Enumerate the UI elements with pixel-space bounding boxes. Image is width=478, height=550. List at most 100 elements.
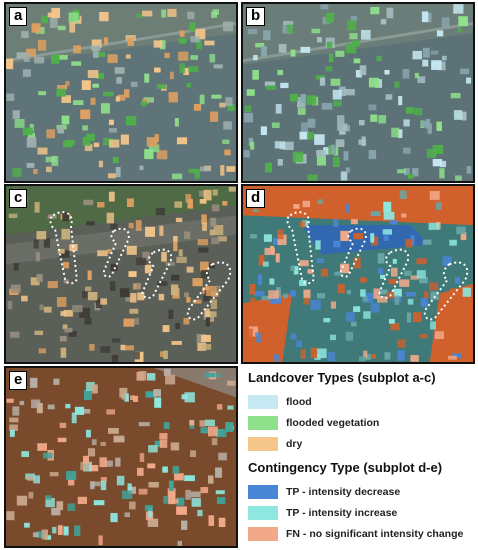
imagery-patch xyxy=(92,481,101,487)
imagery-patch xyxy=(124,393,129,402)
imagery-patch xyxy=(110,223,118,230)
imagery-patch xyxy=(299,221,306,228)
imagery-patch xyxy=(100,346,111,353)
imagery-patch xyxy=(438,61,446,71)
imagery-patch xyxy=(8,213,18,218)
imagery-patch xyxy=(311,28,321,34)
imagery-patch xyxy=(98,535,103,546)
imagery-patch xyxy=(201,343,212,350)
imagery-patch xyxy=(207,311,217,318)
imagery-patch xyxy=(198,190,207,197)
flooded-vegetation-swatch xyxy=(248,415,278,430)
imagery-patch xyxy=(461,111,467,121)
panel-label-a: a xyxy=(9,7,28,26)
imagery-patch xyxy=(119,288,130,298)
imagery-patch xyxy=(43,306,52,313)
imagery-patch xyxy=(290,265,295,271)
imagery-patch xyxy=(39,304,44,311)
panel-label-c: c xyxy=(9,189,28,208)
imagery-patch xyxy=(456,226,466,235)
imagery-patch xyxy=(337,115,345,124)
imagery-patch xyxy=(224,149,231,156)
imagery-patch xyxy=(184,231,191,239)
imagery-patch xyxy=(61,228,71,240)
imagery-patch xyxy=(439,160,447,168)
imagery-patch xyxy=(466,77,472,84)
imagery-patch xyxy=(168,480,174,491)
imagery-patch xyxy=(222,139,230,145)
imagery-patch xyxy=(271,122,280,128)
imagery-patch xyxy=(81,290,88,299)
imagery-patch xyxy=(34,330,44,336)
imagery-patch xyxy=(466,166,472,174)
imagery-patch xyxy=(333,219,339,227)
imagery-patch xyxy=(450,92,461,99)
imagery-patch xyxy=(428,282,439,291)
imagery-patch xyxy=(16,495,28,506)
imagery-patch xyxy=(9,417,19,423)
imagery-patch xyxy=(174,201,183,208)
imagery-patch xyxy=(306,95,317,105)
imagery-patch xyxy=(170,284,179,296)
imagery-patch xyxy=(119,387,128,398)
imagery-patch xyxy=(358,356,366,362)
imagery-patch xyxy=(330,334,337,341)
imagery-patch xyxy=(429,191,440,200)
imagery-patch xyxy=(173,236,178,242)
imagery-patch xyxy=(153,40,163,48)
imagery-patch xyxy=(112,156,119,164)
imagery-patch xyxy=(442,256,452,266)
imagery-patch xyxy=(63,309,73,317)
imagery-patch xyxy=(390,323,400,331)
imagery-patch xyxy=(412,50,422,60)
legend-label: flooded vegetation xyxy=(286,416,380,429)
imagery-patch xyxy=(108,191,115,202)
imagery-patch xyxy=(315,75,325,80)
imagery-patch xyxy=(24,522,30,528)
imagery-patch xyxy=(213,429,224,436)
imagery-patch xyxy=(407,174,414,179)
imagery-patch xyxy=(80,408,91,414)
imagery-patch xyxy=(403,147,411,154)
imagery-patch xyxy=(390,267,398,277)
imagery-patch xyxy=(103,37,109,45)
imagery-patch xyxy=(212,189,218,196)
imagery-patch xyxy=(293,204,300,209)
imagery-patch xyxy=(177,540,183,546)
imagery-patch xyxy=(211,11,218,18)
imagery-patch xyxy=(200,427,210,434)
imagery-patch xyxy=(61,115,70,125)
legend-item-dry: dry xyxy=(248,433,476,454)
imagery-patch xyxy=(353,233,364,240)
imagery-patch xyxy=(368,104,377,111)
imagery-patch xyxy=(162,466,168,473)
imagery-patch xyxy=(28,491,34,499)
map-panel-c: c xyxy=(4,184,238,364)
imagery-patch xyxy=(196,39,202,50)
imagery-patch xyxy=(243,150,250,158)
imagery-patch xyxy=(176,506,187,515)
imagery-patch xyxy=(358,119,365,126)
imagery-patch xyxy=(175,217,183,223)
imagery-patch xyxy=(126,198,134,208)
imagery-patch xyxy=(439,168,445,179)
imagery-patch xyxy=(384,352,391,360)
legend-item-flood: flood xyxy=(248,391,476,412)
imagery-patch xyxy=(161,9,167,18)
imagery-patch xyxy=(178,51,189,61)
imagery-patch xyxy=(159,351,165,357)
imagery-patch xyxy=(457,27,463,33)
imagery-patch xyxy=(168,309,174,320)
imagery-patch xyxy=(211,237,220,245)
imagery-patch xyxy=(116,475,125,486)
imagery-patch xyxy=(157,281,168,286)
imagery-patch xyxy=(41,529,48,540)
imagery-patch xyxy=(388,318,395,324)
imagery-patch xyxy=(258,254,265,266)
imagery-patch xyxy=(209,53,216,63)
imagery-patch xyxy=(462,287,472,297)
imagery-patch xyxy=(178,38,187,44)
imagery-patch xyxy=(307,269,314,274)
imagery-patch xyxy=(9,429,15,437)
imagery-patch xyxy=(397,339,406,348)
